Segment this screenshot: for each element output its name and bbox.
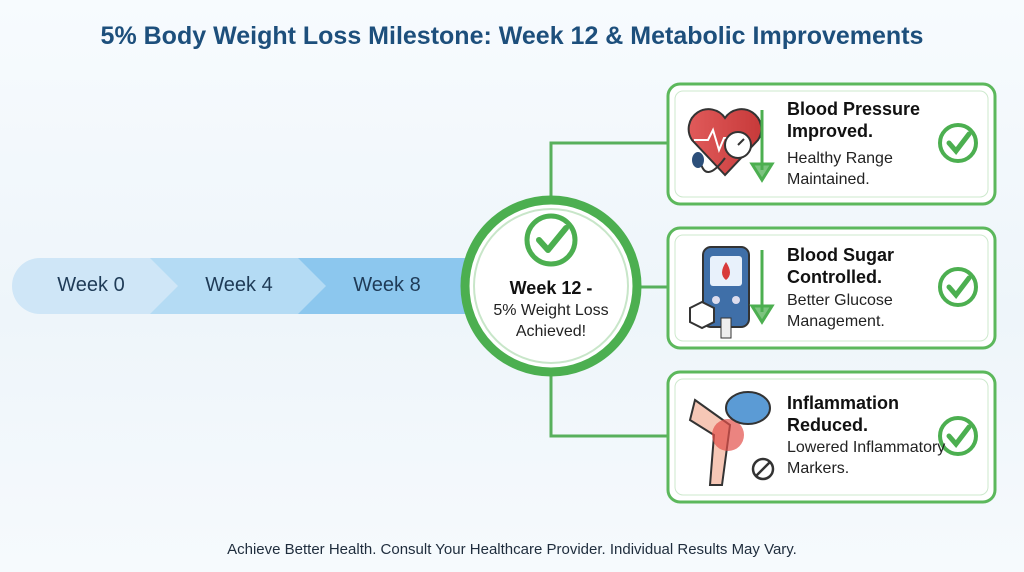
card-text: Lowered Inflammatory Markers. — [787, 439, 946, 477]
card-text: Healthy Range Maintained. — [787, 150, 893, 188]
card-text: Better Glucose Management. — [787, 292, 893, 330]
timeline-step: Week 8 — [353, 274, 421, 296]
check-circle — [524, 213, 578, 267]
blood-pressure-icon — [687, 108, 775, 183]
card-title: Blood Pressure Improved. — [787, 99, 921, 141]
milestone-title: Week 12 - — [509, 278, 593, 298]
ring — [473, 208, 629, 364]
inflammation-icon — [688, 391, 775, 486]
card-title: Blood Sugar Controlled. — [787, 245, 894, 287]
connector — [549, 141, 668, 438]
chevron — [298, 258, 480, 314]
timeline-step: Week 4 — [205, 274, 273, 296]
milestone-text: 5% Weight Loss Achieved! — [493, 302, 609, 340]
check — [536, 225, 569, 253]
timeline-step: Week 0 — [57, 274, 125, 296]
title: 5% Body Weight Loss Milestone: Week 12 &… — [100, 22, 924, 50]
milestone-circle — [460, 195, 642, 377]
footer: Achieve Better Health. Consult Your Heal… — [227, 541, 797, 558]
card-title: Inflammation Reduced. — [787, 393, 900, 435]
chevron — [150, 258, 328, 314]
glucose-icon — [689, 246, 775, 339]
card-check — [938, 123, 978, 456]
